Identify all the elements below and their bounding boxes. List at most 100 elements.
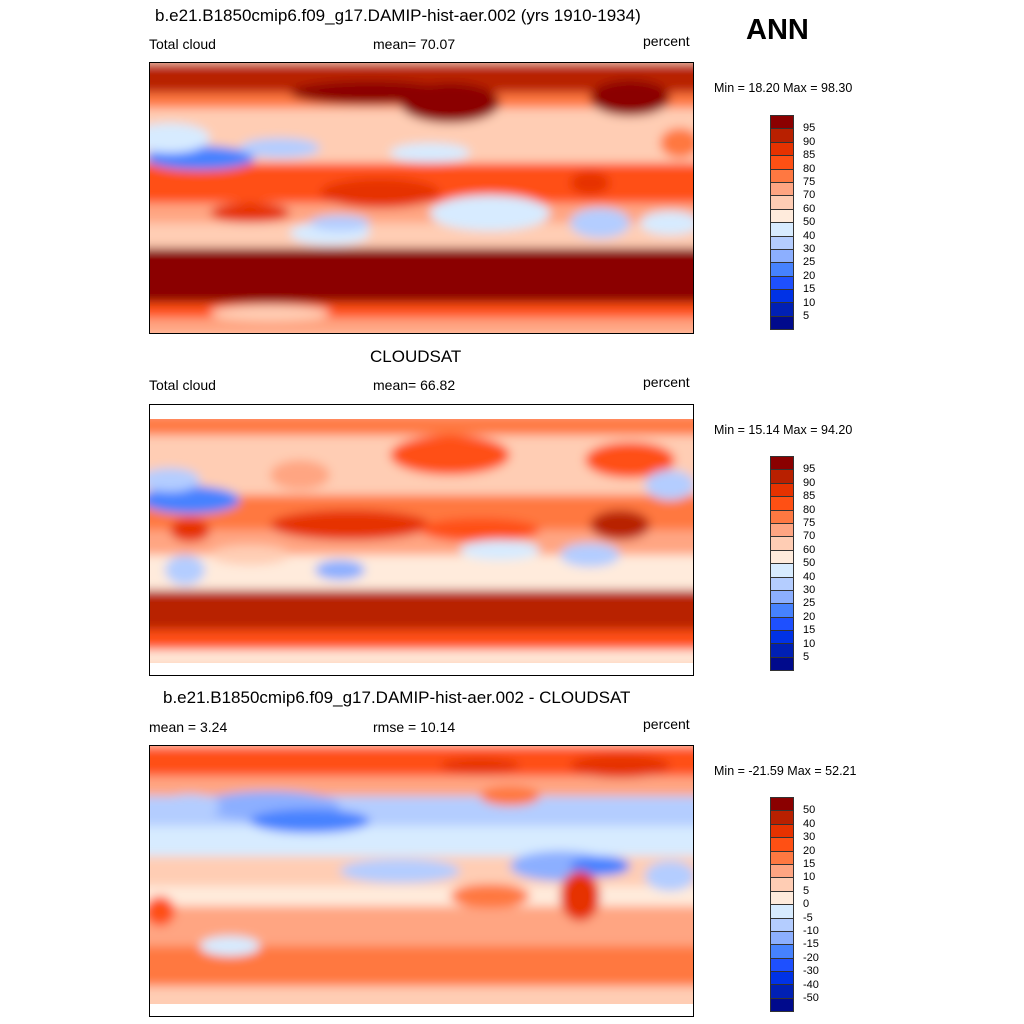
colorbar-tick-label: 25 — [803, 256, 816, 269]
min-max-label: Min = 18.20 Max = 98.30 — [714, 81, 853, 95]
colorbar-box — [770, 878, 794, 892]
field-region — [165, 555, 205, 585]
colorbar-tick-label: 90 — [803, 476, 816, 489]
colorbar-box — [770, 169, 794, 183]
field-band — [150, 650, 693, 663]
field-band — [150, 417, 693, 435]
field-region — [210, 545, 290, 565]
map-plot — [149, 745, 694, 1017]
colorbar-box — [770, 483, 794, 498]
units-label: percent — [643, 374, 690, 390]
colorbar-box — [770, 811, 794, 825]
colorbar-box — [770, 182, 794, 197]
field-region — [320, 178, 440, 208]
field-region — [570, 208, 630, 238]
colorbar-box — [770, 864, 794, 879]
colorbar-box — [770, 644, 794, 658]
field-region — [450, 884, 530, 908]
colorbar — [770, 797, 794, 1013]
colorbar-box — [770, 523, 794, 538]
map-plot — [149, 404, 694, 676]
colorbar-tick-label: -50 — [803, 992, 819, 1004]
field-region — [570, 856, 630, 876]
panel-title: b.e21.B1850cmip6.f09_g17.DAMIP-hist-aer.… — [163, 688, 631, 707]
min-max-label: Min = -21.59 Max = 52.21 — [714, 764, 857, 778]
field-region — [645, 861, 693, 891]
field-region — [210, 203, 290, 223]
field-region — [150, 123, 210, 153]
field-band — [150, 986, 693, 1004]
field-region — [560, 543, 620, 567]
field-band — [150, 886, 693, 906]
field-region — [585, 442, 675, 478]
colorbar-box — [770, 631, 794, 645]
colorbar-tick-label: -15 — [803, 938, 819, 951]
colorbar-box — [770, 958, 794, 973]
colorbar-box — [770, 456, 794, 471]
colorbar-tick-label: 5 — [803, 310, 810, 322]
colorbar-tick-label: 40 — [803, 817, 816, 830]
colorbar-tick-label: 30 — [803, 243, 816, 255]
field-region — [315, 560, 365, 580]
field-region — [200, 936, 260, 956]
panel-title: b.e21.B1850cmip6.f09_g17.DAMIP-hist-aer.… — [155, 6, 641, 25]
field-region — [480, 786, 540, 806]
colorbar-box — [770, 142, 794, 157]
colorbar-tick-label: 70 — [803, 189, 816, 202]
colorbar-box — [770, 316, 794, 331]
colorbar-tick-label: 10 — [803, 871, 816, 884]
variable-label: Total cloud — [149, 36, 216, 52]
colorbar-tick-label: -30 — [803, 965, 819, 978]
colorbar-tick-label: 15 — [803, 624, 816, 637]
colorbar-box — [770, 223, 794, 237]
field-region — [250, 809, 370, 833]
field-region — [420, 518, 540, 542]
field-band — [150, 318, 693, 333]
colorbar-box — [770, 617, 794, 632]
colorbar-tick-label: 75 — [803, 517, 816, 529]
season-label: ANN — [746, 14, 809, 46]
field-region — [560, 871, 600, 921]
field-band — [150, 248, 693, 303]
colorbar-tick-label: 20 — [803, 844, 816, 857]
colorbar-tick-label: -40 — [803, 978, 819, 991]
colorbar-box — [770, 905, 794, 919]
min-max-label: Min = 15.14 Max = 94.20 — [714, 423, 853, 437]
colorbar-box — [770, 236, 794, 250]
colorbar-box — [770, 797, 794, 812]
units-label: percent — [643, 33, 690, 49]
variable-label: Total cloud — [149, 377, 216, 393]
field-region — [150, 486, 240, 514]
mean-label: mean= 70.07 — [373, 36, 456, 52]
colorbar-tick-label: 60 — [803, 202, 816, 215]
colorbar-box — [770, 510, 794, 524]
mean-label: mean = 3.24 — [149, 719, 228, 735]
colorbar-box — [770, 290, 794, 304]
units-label: percent — [643, 716, 690, 732]
colorbar-tick-label: 85 — [803, 490, 816, 503]
colorbar-tick-label: 5 — [803, 884, 810, 897]
colorbar — [770, 456, 794, 672]
contour-map — [150, 63, 693, 333]
field-region — [440, 758, 520, 774]
colorbar-box — [770, 129, 794, 143]
panel-title: CLOUDSAT — [370, 347, 462, 366]
field-region — [590, 80, 670, 116]
colorbar-tick-label: 30 — [803, 831, 816, 844]
field-region — [340, 859, 460, 883]
colorbar-box — [770, 972, 794, 986]
field-region — [270, 460, 330, 490]
colorbar-box — [770, 156, 794, 170]
colorbar-tick-label: 80 — [803, 162, 816, 175]
field-region — [240, 138, 320, 158]
field-band — [150, 223, 693, 243]
colorbar-box — [770, 851, 794, 865]
field-region — [460, 540, 540, 560]
field-region — [150, 468, 200, 492]
colorbar-box — [770, 249, 794, 264]
field-band — [150, 826, 693, 856]
colorbar-box — [770, 550, 794, 565]
colorbar-box — [770, 998, 794, 1013]
map-plot — [149, 62, 694, 334]
colorbar-box — [770, 497, 794, 511]
